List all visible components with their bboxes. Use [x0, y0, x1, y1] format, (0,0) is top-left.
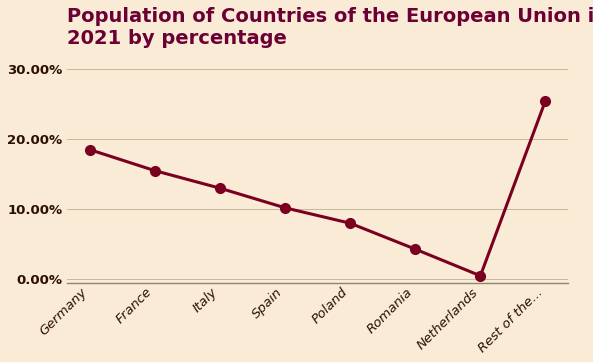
Text: Population of Countries of the European Union in
2021 by percentage: Population of Countries of the European … [67, 7, 593, 48]
